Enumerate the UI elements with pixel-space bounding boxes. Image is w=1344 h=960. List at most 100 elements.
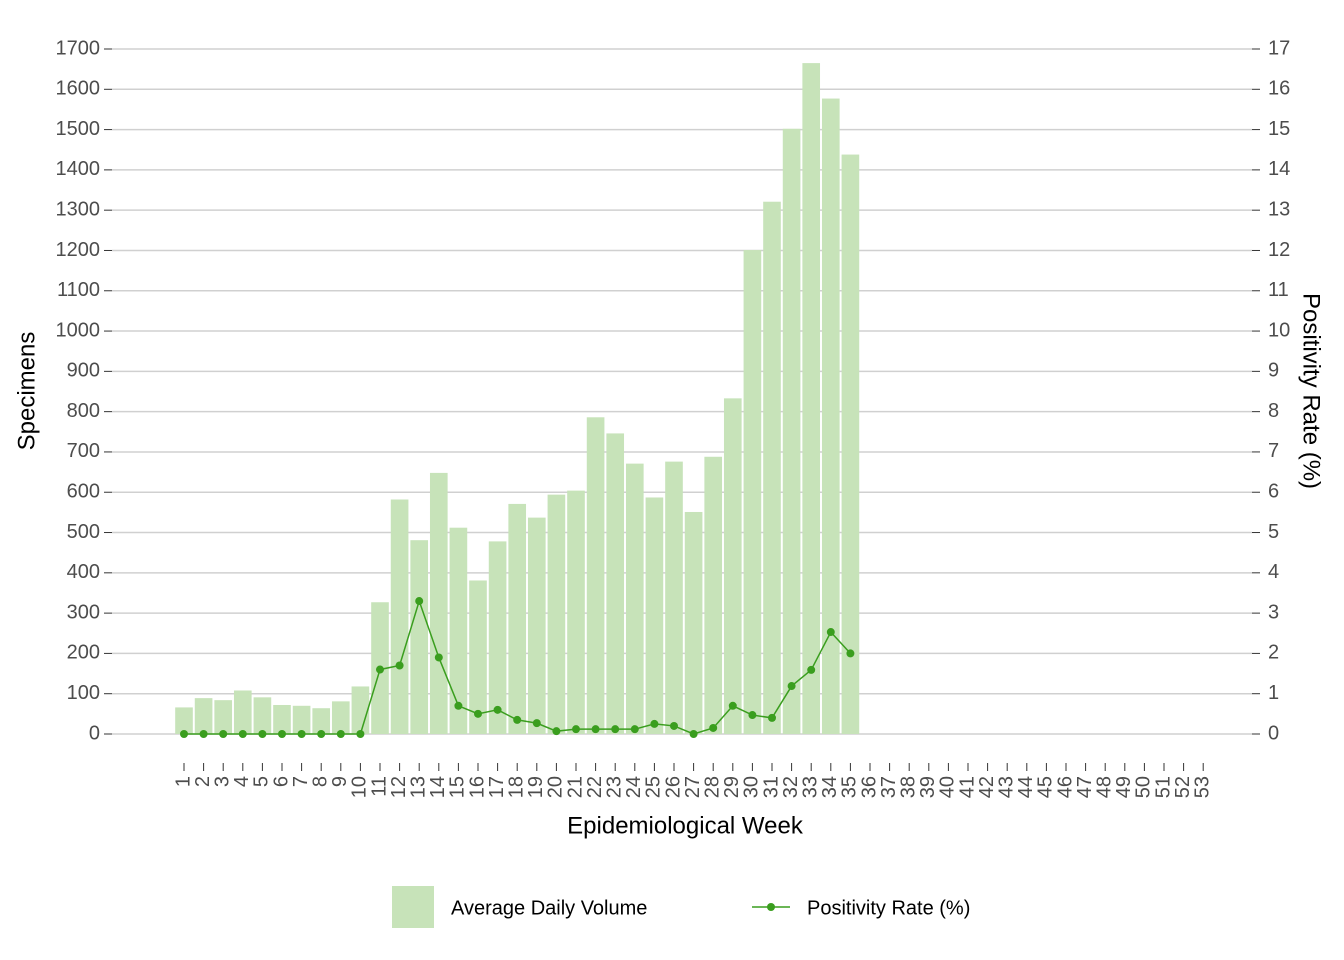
point — [199, 730, 208, 738]
bar — [723, 398, 742, 734]
bar — [821, 98, 840, 734]
point — [670, 721, 678, 730]
point — [709, 723, 718, 732]
x-tick-label: 15 — [447, 776, 469, 798]
y2-tick-label: 13 — [1268, 198, 1290, 220]
x-tick-label: 12 — [388, 776, 410, 798]
x-tick-label: 39 — [917, 776, 939, 798]
y-tick-label: 500 — [67, 521, 100, 543]
x-tick-label: 28 — [701, 776, 723, 798]
y2-tick-label: 5 — [1268, 521, 1279, 543]
bar — [331, 701, 350, 734]
y2-tick-label: 2 — [1268, 642, 1279, 664]
bar — [586, 417, 605, 734]
x-tick-label: 30 — [741, 776, 763, 798]
y-tick-label: 400 — [67, 561, 100, 583]
point — [572, 725, 580, 734]
y-tick-label: 100 — [67, 682, 100, 704]
y-axis-title: Specimens — [13, 332, 40, 451]
bar — [390, 499, 409, 734]
bar — [508, 503, 527, 734]
x-tick-label: 20 — [545, 776, 567, 798]
x-tick-label: 16 — [466, 776, 488, 798]
y2-tick-label: 16 — [1268, 78, 1290, 100]
y2-tick-label: 10 — [1268, 319, 1290, 341]
point — [650, 719, 659, 728]
x-tick-label: 40 — [937, 776, 959, 798]
y-tick-label: 1700 — [56, 37, 101, 59]
x-tick-label: 25 — [643, 776, 665, 798]
y-tick-label: 1500 — [56, 118, 101, 140]
point — [728, 701, 737, 710]
y2-tick-label: 15 — [1268, 118, 1290, 140]
point — [356, 730, 365, 738]
x-tick-label: 27 — [682, 776, 704, 798]
y-tick-label: 1600 — [56, 78, 101, 100]
point — [630, 725, 639, 734]
x-tick-label: 9 — [329, 776, 351, 787]
point — [768, 713, 776, 722]
y2-axis-title: Positivity Rate (%) — [1298, 293, 1325, 489]
y2-tick-label: 8 — [1268, 400, 1279, 422]
point — [376, 665, 384, 674]
point — [317, 730, 326, 738]
x-tick-label: 24 — [623, 776, 645, 798]
point — [513, 715, 522, 724]
x-tick-label: 47 — [1074, 776, 1096, 798]
y2-tick-label: 0 — [1268, 722, 1279, 744]
point — [689, 730, 698, 738]
x-tick-label: 6 — [270, 776, 292, 787]
x-tick-label: 53 — [1191, 776, 1213, 798]
x-tick-label: 34 — [819, 776, 841, 798]
x-tick-label: 10 — [349, 776, 371, 798]
x-tick-label: 44 — [1015, 776, 1037, 798]
bar — [606, 433, 625, 734]
x-tick-label: 51 — [1152, 776, 1174, 798]
y-tick-label: 200 — [67, 642, 100, 664]
x-tick-label: 2 — [192, 776, 214, 787]
bar — [547, 494, 566, 734]
point — [611, 725, 620, 734]
x-tick-label: 23 — [603, 776, 625, 798]
x-tick-label: 45 — [1035, 776, 1057, 798]
point — [258, 730, 267, 738]
point — [532, 719, 541, 728]
legend-point — [767, 903, 775, 911]
x-tick-label: 38 — [897, 776, 919, 798]
y-tick-label: 1100 — [57, 279, 100, 301]
y2-tick-label: 7 — [1268, 440, 1279, 462]
bar — [841, 154, 860, 735]
x-tick-label: 31 — [760, 776, 782, 798]
bar — [253, 697, 272, 734]
point — [474, 709, 482, 718]
point — [807, 665, 816, 674]
y-tick-label: 900 — [67, 360, 100, 382]
point — [395, 661, 404, 670]
point — [826, 628, 835, 637]
x-tick-label: 19 — [525, 776, 547, 798]
bar — [449, 527, 468, 734]
x-tick-label: 46 — [1054, 776, 1076, 798]
x-tick-label: 22 — [584, 776, 606, 798]
y-tick-label: 1200 — [56, 239, 101, 261]
x-tick-label: 41 — [956, 776, 978, 798]
point — [454, 701, 463, 710]
y-tick-label: 700 — [67, 440, 100, 462]
bar — [488, 541, 507, 734]
x-tick-label: 52 — [1172, 776, 1194, 798]
bar — [292, 705, 311, 734]
bar — [684, 511, 703, 734]
y2-tick-label: 11 — [1268, 279, 1289, 301]
x-tick-label: 1 — [172, 776, 194, 787]
x-tick-label: 17 — [486, 776, 508, 798]
point — [336, 730, 345, 738]
bar — [410, 540, 429, 734]
x-tick-label: 18 — [505, 776, 527, 798]
bar — [802, 63, 821, 734]
x-tick-label: 3 — [211, 776, 233, 787]
y2-tick-label: 1 — [1268, 682, 1279, 704]
bar — [233, 690, 252, 734]
x-tick-label: 49 — [1113, 776, 1135, 798]
legend-label: Average Daily Volume — [451, 897, 647, 919]
